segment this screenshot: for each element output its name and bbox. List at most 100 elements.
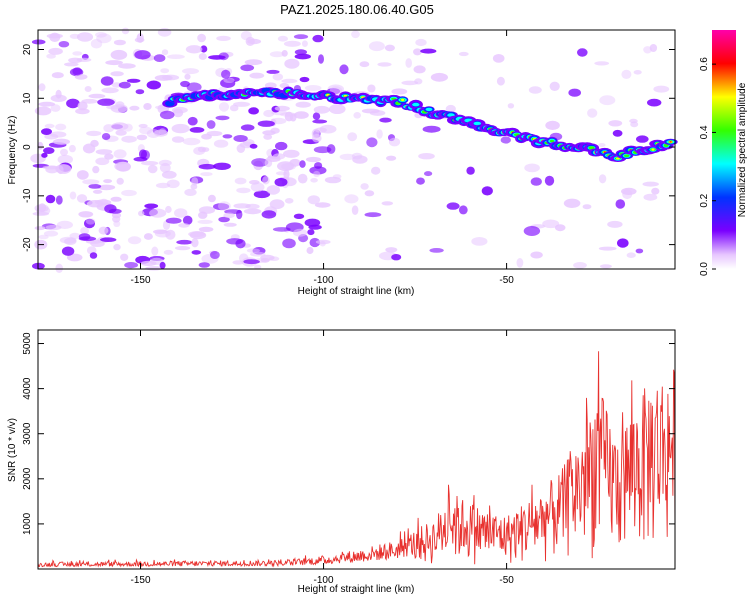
heatmap-cell	[165, 217, 182, 224]
heatmap-cell	[401, 80, 419, 86]
heatmap-cell	[413, 48, 422, 56]
heatmap-cell	[332, 174, 342, 179]
heatmap-cell	[34, 106, 52, 116]
heatmap-cell	[507, 103, 515, 109]
heatmap-cell	[82, 143, 96, 154]
heatmap-cell	[182, 68, 199, 75]
heatmap-cell	[669, 141, 672, 143]
y-tick-label: 20	[22, 44, 33, 56]
heatmap-cell	[633, 70, 642, 75]
x-tick-label: -50	[499, 575, 514, 586]
heatmap-cell	[172, 106, 188, 114]
heatmap-cell	[312, 34, 324, 43]
heatmap-cell	[263, 134, 273, 140]
heatmap-cell	[351, 30, 360, 39]
heatmap-cell	[496, 76, 505, 86]
heatmap-cell	[293, 34, 309, 40]
heatmap-cell	[282, 238, 296, 249]
snr-x-ticks: -150 -100 -50	[130, 330, 514, 586]
heatmap-cell	[198, 163, 216, 170]
heatmap-cell	[154, 129, 168, 137]
heatmap-cell	[51, 72, 64, 79]
heatmap-cell	[269, 51, 285, 58]
heatmap-cell	[430, 72, 448, 82]
heatmap-cell	[312, 133, 322, 143]
heatmap-cell	[134, 37, 145, 43]
heatmap-cell	[466, 166, 475, 175]
heatmap-cell	[364, 212, 382, 218]
heatmap-cell	[248, 107, 259, 115]
heatmap-cell	[544, 175, 555, 186]
y-tick-label: -10	[22, 188, 33, 203]
heatmap-cell	[184, 73, 191, 80]
heatmap-cell	[55, 195, 63, 205]
heatmap-cell	[113, 149, 127, 159]
heatmap-cell	[86, 200, 104, 208]
heatmap-cell	[41, 128, 52, 136]
heatmap-cell	[138, 210, 145, 217]
y-tick-label: 2000	[22, 467, 33, 490]
heatmap-cell	[615, 199, 626, 209]
heatmap-cell	[127, 236, 142, 245]
heatmap-cell	[140, 150, 150, 160]
heatmap-cell	[414, 78, 423, 85]
heatmap-cell	[264, 82, 277, 89]
heatmap-cell	[299, 160, 306, 168]
heatmap-cell	[116, 177, 124, 185]
heatmap-cell	[651, 187, 660, 195]
heatmap-cell	[115, 129, 127, 136]
heatmap-cell	[165, 229, 176, 240]
heatmap-cell	[85, 218, 96, 225]
heatmap-cell	[294, 53, 311, 60]
heatmap-cell	[134, 50, 151, 60]
heatmap-cell	[163, 249, 174, 255]
heatmap-cell	[126, 78, 141, 83]
heatmap-cell	[313, 105, 330, 114]
heatmap-cell	[82, 179, 100, 185]
heatmap-cell	[293, 213, 305, 219]
heatmap-cell	[309, 166, 327, 175]
heatmap-cell	[153, 229, 168, 235]
heatmap-cell	[301, 40, 308, 47]
heatmap-cell	[147, 164, 158, 174]
heatmap-cell	[115, 101, 125, 108]
heatmap-cell	[206, 130, 223, 137]
colorbar: 0.0 0.2 0.4 0.6 Normalized spectral amplitu…	[699, 30, 748, 276]
heatmap-cell	[64, 62, 79, 67]
heatmap-cell	[174, 246, 191, 251]
heatmap-cell	[31, 39, 46, 45]
heatmap-cell	[257, 120, 275, 127]
heatmap-cell	[294, 111, 309, 119]
heatmap-cell	[153, 54, 166, 62]
heatmap-cell	[307, 229, 315, 236]
heatmap-cell	[45, 194, 56, 204]
heatmap-cell	[213, 139, 229, 148]
heatmap-cell	[269, 199, 285, 210]
spectrogram-frame	[37, 29, 676, 270]
heatmap-cell	[160, 68, 170, 74]
heatmap-cell	[43, 230, 59, 237]
heatmap-cell	[48, 47, 63, 55]
heatmap-cell	[149, 257, 164, 265]
heatmap-cell	[235, 239, 246, 249]
heatmap-cell	[84, 218, 95, 229]
heatmap-cell	[55, 123, 67, 131]
heatmap-cell	[381, 201, 394, 206]
heatmap-cell	[234, 177, 247, 185]
heatmap-cell	[364, 190, 375, 197]
heatmap-cell	[236, 209, 243, 220]
heatmap-cell	[313, 170, 321, 178]
heatmap-cell	[377, 62, 392, 67]
heatmap-cell	[275, 141, 288, 151]
heatmap-cell	[270, 127, 280, 134]
heatmap-cell	[191, 177, 199, 186]
heatmap-cell	[78, 233, 91, 241]
heatmap-cell	[653, 85, 670, 93]
heatmap-cell	[165, 205, 172, 214]
heatmap-cell	[425, 107, 433, 112]
heatmap-cell	[104, 153, 114, 160]
colorbar-label: Normalized spectral amplitude	[737, 82, 748, 217]
heatmap-cell	[274, 177, 288, 187]
heatmap-cell	[68, 144, 76, 153]
heatmap-cell	[391, 254, 402, 261]
